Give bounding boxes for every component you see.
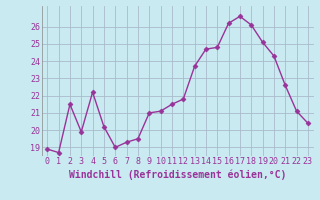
X-axis label: Windchill (Refroidissement éolien,°C): Windchill (Refroidissement éolien,°C): [69, 169, 286, 180]
